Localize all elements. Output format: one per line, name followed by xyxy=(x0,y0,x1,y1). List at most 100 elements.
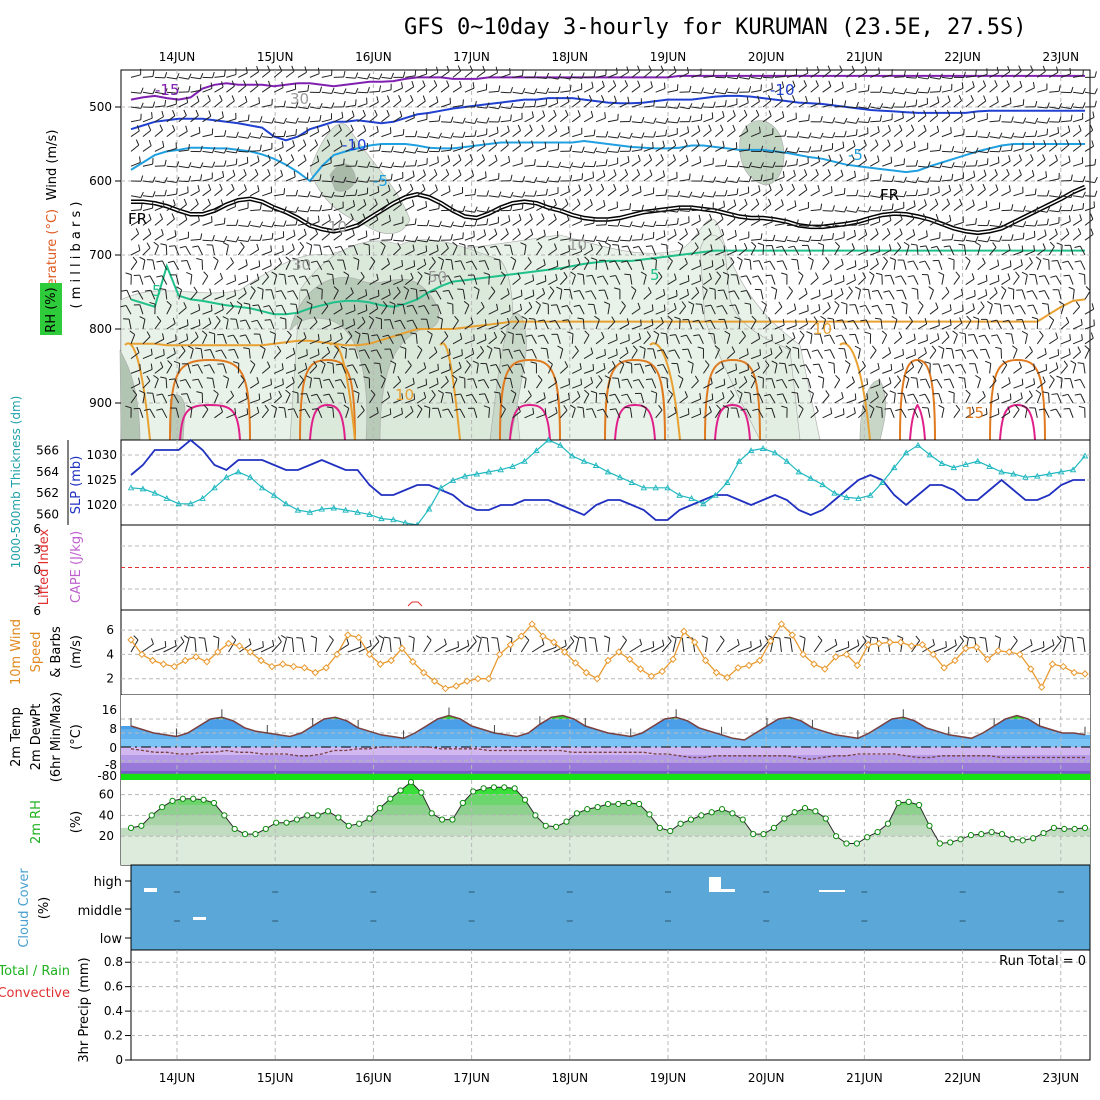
upper-wind-barb xyxy=(893,145,903,152)
upper-wind-barb xyxy=(202,88,213,93)
upper-wind-barb-feather xyxy=(975,236,979,242)
upper-wind-barb-feather xyxy=(798,404,804,410)
upper-wind-barb xyxy=(691,292,700,300)
contour-label: 10 xyxy=(395,386,414,404)
upper-wind-barb xyxy=(165,378,168,389)
upper-wind-barb xyxy=(202,221,213,226)
upper-wind-barb-feather xyxy=(343,271,349,276)
upper-wind-barb-feather xyxy=(965,389,971,395)
upper-wind-barb-feather xyxy=(975,218,977,225)
upper-wind-barb-feather xyxy=(639,185,642,192)
rh2m-marker xyxy=(698,812,705,819)
upper-wind-barb xyxy=(376,334,382,345)
upper-wind-barb-feather xyxy=(851,65,855,72)
upper-wind-barb xyxy=(1061,195,1072,199)
rh2m-marker xyxy=(324,808,332,815)
upper-wind-barb xyxy=(512,180,523,183)
upper-wind-barb-feather xyxy=(458,154,462,161)
upper-wind-barb-feather xyxy=(1062,260,1069,264)
wind10-barb xyxy=(813,640,823,653)
upper-wind-barb-feather xyxy=(286,330,292,336)
upper-wind-barb xyxy=(130,161,141,167)
upper-wind-barb-feather xyxy=(939,85,942,92)
thickness-marker xyxy=(270,491,278,498)
upper-wind-barb xyxy=(583,249,593,256)
upper-wind-barb-feather xyxy=(341,111,344,118)
upper-wind-barb xyxy=(572,88,582,93)
upper-wind-barb xyxy=(703,75,714,78)
upper-wind-barb-feather xyxy=(903,375,910,380)
upper-wind-barb xyxy=(715,264,725,271)
upper-wind-barb xyxy=(428,85,438,93)
upper-wind-barb xyxy=(798,72,809,78)
upper-wind-barb xyxy=(715,91,726,95)
upper-wind-barb-feather xyxy=(844,360,851,365)
upper-wind-barb xyxy=(786,349,792,359)
upper-wind-barb-feather xyxy=(591,81,594,88)
upper-wind-barb xyxy=(149,408,156,419)
upper-wind-barb-feather xyxy=(444,331,449,337)
upper-wind-barb xyxy=(345,292,354,300)
upper-wind-barb-feather xyxy=(772,146,776,153)
upper-wind-barb-feather xyxy=(951,233,954,240)
upper-wind-barb xyxy=(903,393,907,404)
temp2m-tick-label: 16 xyxy=(102,703,117,717)
thickness-marker xyxy=(616,473,624,480)
upper-wind-barb-feather xyxy=(695,287,700,293)
upper-wind-barb xyxy=(822,279,832,286)
upper-wind-barb-feather xyxy=(835,374,841,380)
upper-wind-barb xyxy=(662,364,669,374)
precip-tick-label: 0.4 xyxy=(104,1004,123,1018)
upper-wind-barb-feather xyxy=(474,188,477,195)
upper-wind-barb xyxy=(679,318,681,330)
upper-wind-barb-feather xyxy=(378,144,382,151)
upper-wind-barb xyxy=(1055,408,1062,419)
rh2m-marker xyxy=(314,812,321,819)
upper-wind-barb-feather xyxy=(290,154,295,161)
upper-wind-barb xyxy=(154,245,159,256)
upper-wind-barb-feather xyxy=(806,67,809,74)
upper-wind-barb xyxy=(464,304,470,315)
upper-wind-barb-feather xyxy=(458,361,462,368)
upper-wind-barb xyxy=(424,289,430,300)
upper-wind-barb xyxy=(583,369,594,374)
upper-wind-barb-feather xyxy=(927,73,931,80)
upper-wind-barb xyxy=(858,106,869,110)
upper-wind-barb-feather xyxy=(186,333,189,340)
wind10-marker xyxy=(582,668,591,677)
upper-wind-barb xyxy=(1013,397,1023,404)
wind10-barb-feather xyxy=(979,636,986,639)
upper-wind-barb xyxy=(758,393,764,404)
upper-wind-barb-feather xyxy=(484,319,487,326)
upper-wind-barb xyxy=(226,306,234,315)
upper-wind-barb xyxy=(387,334,394,345)
upper-wind-barb xyxy=(774,223,785,226)
upper-wind-barb xyxy=(512,106,523,109)
upper-wind-barb-feather xyxy=(1008,377,1011,384)
upper-wind-barb xyxy=(1036,393,1042,404)
upper-wind-barb xyxy=(701,304,704,315)
upper-wind-barb-feather xyxy=(120,304,127,308)
upper-wind-barb-feather xyxy=(445,375,449,382)
upper-wind-barb xyxy=(750,132,761,138)
upper-wind-barb xyxy=(297,319,303,330)
upper-wind-barb xyxy=(858,159,867,167)
upper-wind-barb-feather xyxy=(687,360,694,365)
upper-wind-barb xyxy=(715,116,725,123)
upper-wind-barb xyxy=(846,159,855,167)
upper-wind-barb-feather xyxy=(782,171,785,178)
upper-wind-barb xyxy=(328,260,335,271)
upper-wind-barb-feather xyxy=(498,116,501,123)
upper-wind-barb xyxy=(989,413,1000,419)
upper-wind-barb-feather xyxy=(665,206,669,213)
upper-wind-barb xyxy=(428,174,438,182)
upper-wind-barb-feather xyxy=(835,334,842,338)
upper-wind-barb-feather xyxy=(955,349,962,352)
wind10-barb xyxy=(1071,638,1075,653)
upper-wind-barb-feather xyxy=(1058,116,1062,123)
upper-wind-barb xyxy=(321,219,331,226)
upper-wind-barb xyxy=(1072,75,1084,78)
upper-wind-barb-feather xyxy=(295,102,299,109)
thickness-marker xyxy=(676,491,683,498)
upper-wind-barb-feather xyxy=(371,334,378,337)
